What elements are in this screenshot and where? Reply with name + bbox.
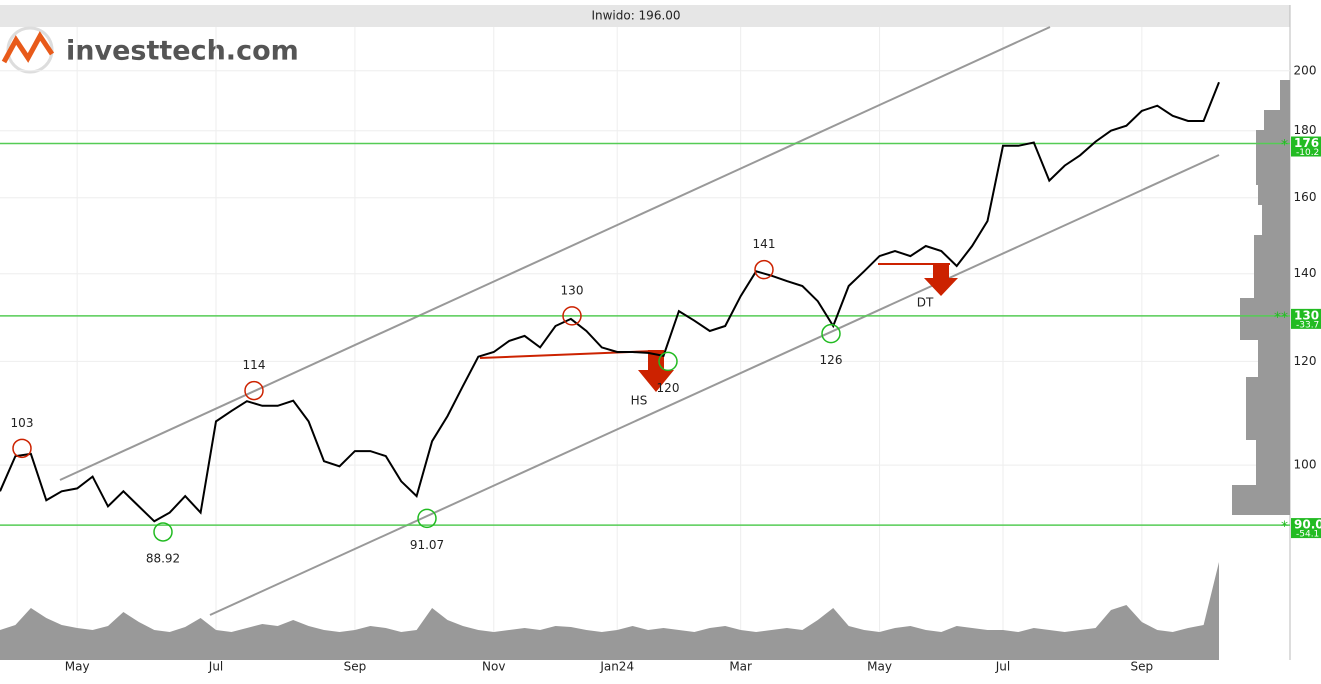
x-tick-label: May [867,660,892,674]
top-label: 141 [753,237,776,251]
y-tick-label: 160 [1294,190,1317,204]
bottom-marker [821,323,841,344]
level-label: 90.0 [1294,518,1321,532]
trend-channel-upper [59,26,1051,481]
bottom-label: 88.92 [146,551,180,565]
level-box [1291,518,1321,539]
header-bar [0,5,1290,27]
x-tick-label: Jul [995,660,1010,674]
bottom-marker [153,522,173,542]
x-tick-label: Sep [344,660,367,674]
sell-arrow [924,263,958,296]
level-box [1291,136,1321,157]
x-tick-label: Jul [208,660,223,674]
x-tick-label: Mar [729,660,752,674]
level-label: 130 [1294,308,1319,322]
x-tick-label: May [65,660,90,674]
y-tick-label: 180 [1294,123,1317,137]
logo: investtech.com [1,26,299,74]
logo-text: investtech.com [66,36,299,67]
bottom-label: 91.07 [410,538,444,552]
bottom-label: 126 [820,353,843,367]
top-label: 114 [243,358,266,372]
y-tick-label: 100 [1294,458,1317,472]
top-marker [562,306,582,326]
top-marker [12,438,32,459]
sell-arrow [638,350,674,392]
top-marker [244,380,264,401]
level-label: 176 [1294,136,1319,150]
x-tick-label: Jan24 [599,660,634,674]
bottom-marker [417,508,437,529]
level-change: -54.1 [1296,530,1319,540]
pattern-label: DT [917,296,934,310]
level-mark: * [1281,519,1288,535]
chart-title: Inwido: 196.00 [591,9,680,23]
bottom-label: 120 [657,381,680,395]
level-change: -10.2 [1296,148,1319,158]
level-box [1291,308,1321,329]
y-tick-label: 200 [1294,63,1317,77]
top-label: 103 [11,416,34,430]
bottom-marker [658,351,678,372]
y-tick-label: 120 [1294,354,1317,368]
grid [0,27,1290,660]
price-line [0,81,1220,523]
top-marker [754,259,774,280]
level-mark: ** [1274,310,1288,326]
volume-area [0,562,1219,660]
pattern-label: HS [631,394,648,408]
y-tick-label: 140 [1294,266,1317,280]
level-mark: * [1281,138,1288,154]
level-change: -33.7 [1296,320,1319,330]
volume-profile [1232,80,1290,515]
x-tick-label: Nov [482,660,505,674]
top-label: 130 [561,283,584,297]
logo-mark [1,31,55,64]
trend-channel-lower [209,154,1220,616]
x-tick-label: Sep [1131,660,1154,674]
